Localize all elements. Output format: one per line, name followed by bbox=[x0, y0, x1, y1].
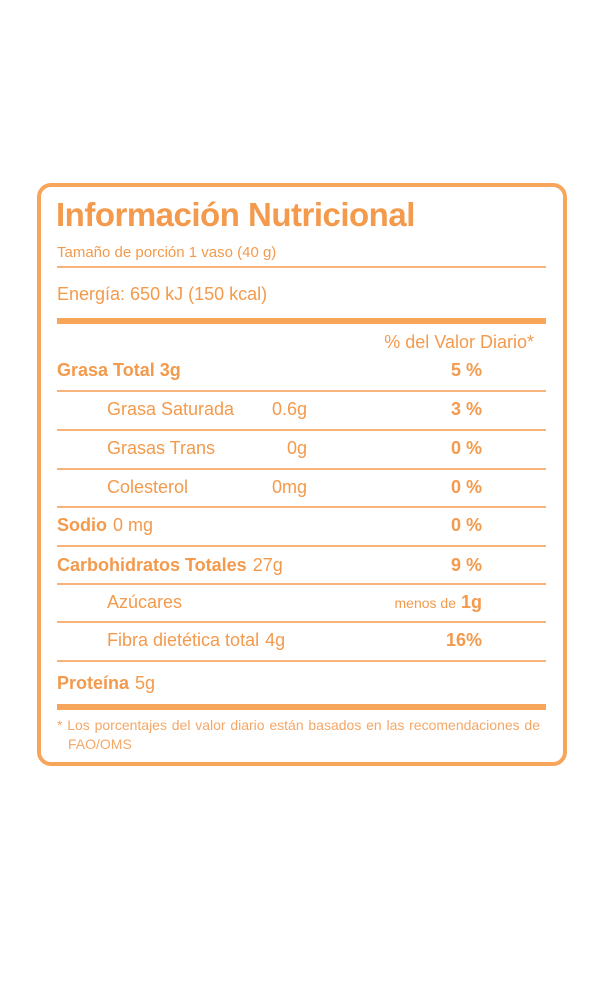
row-daily-value: 3 % bbox=[451, 399, 482, 420]
energy: Energía: 650 kJ (150 kcal) bbox=[57, 284, 268, 304]
divider bbox=[57, 583, 546, 585]
thick-divider bbox=[57, 318, 546, 324]
row-amount: 0.6g bbox=[271, 399, 307, 419]
footnote: * Los porcentajes del valor diario están… bbox=[57, 717, 540, 752]
divider bbox=[57, 429, 546, 431]
daily-value: 9 % bbox=[450, 555, 482, 575]
row-daily-value: 0 % bbox=[451, 477, 482, 498]
daily-value: 0 % bbox=[450, 438, 482, 458]
daily-value: 0 % bbox=[450, 477, 482, 497]
row-name: Proteína 5g bbox=[57, 673, 156, 693]
divider bbox=[57, 660, 546, 662]
divider bbox=[57, 468, 546, 470]
row-daily-value: 0 % bbox=[451, 515, 482, 536]
label-border bbox=[37, 183, 567, 766]
thick-divider bbox=[57, 704, 546, 710]
daily-value-prefix: menos de bbox=[394, 595, 456, 611]
divider bbox=[57, 506, 546, 508]
daily-value: 1g bbox=[460, 592, 482, 612]
daily-value-heading: % del Valor Diario* bbox=[384, 332, 534, 352]
divider bbox=[57, 266, 546, 268]
row-daily-value: 0 % bbox=[451, 438, 482, 459]
divider bbox=[57, 545, 546, 547]
daily-value: 3 % bbox=[450, 399, 482, 419]
row-name: Fibra dietética total 4g bbox=[107, 630, 286, 650]
divider bbox=[57, 390, 546, 392]
divider bbox=[57, 621, 546, 623]
row-daily-value: 16% bbox=[446, 630, 482, 651]
title: Información Nutricional bbox=[56, 196, 415, 233]
row-name: Grasa Saturada bbox=[107, 399, 235, 419]
row-amount: 0mg bbox=[271, 477, 307, 497]
row-amount: 0 mg bbox=[113, 515, 154, 535]
row-name: Colesterol bbox=[107, 477, 189, 497]
row-amount: 5g bbox=[135, 673, 156, 693]
serving-size: Tamaño de porción 1 vaso (40 g) bbox=[57, 244, 277, 261]
row-name: Grasa Total 3g bbox=[57, 360, 181, 380]
row-name: Carbohidratos Totales 27g bbox=[57, 555, 283, 575]
row-name: Grasas Trans bbox=[107, 438, 216, 458]
daily-value: 5 % bbox=[450, 360, 482, 380]
row-amount: 0g bbox=[286, 438, 307, 458]
row-daily-value: 9 % bbox=[451, 555, 482, 576]
row-daily-value: 5 % bbox=[451, 360, 482, 381]
row-daily-value: menos de 1g bbox=[395, 592, 483, 613]
daily-value: 0 % bbox=[450, 515, 482, 535]
row-amount: 4g bbox=[265, 630, 286, 650]
daily-value: 16% bbox=[445, 630, 482, 650]
row-name: Azúcares bbox=[107, 592, 183, 612]
row-amount: 27g bbox=[252, 555, 283, 575]
row-name: Sodio 0 mg bbox=[57, 515, 154, 535]
